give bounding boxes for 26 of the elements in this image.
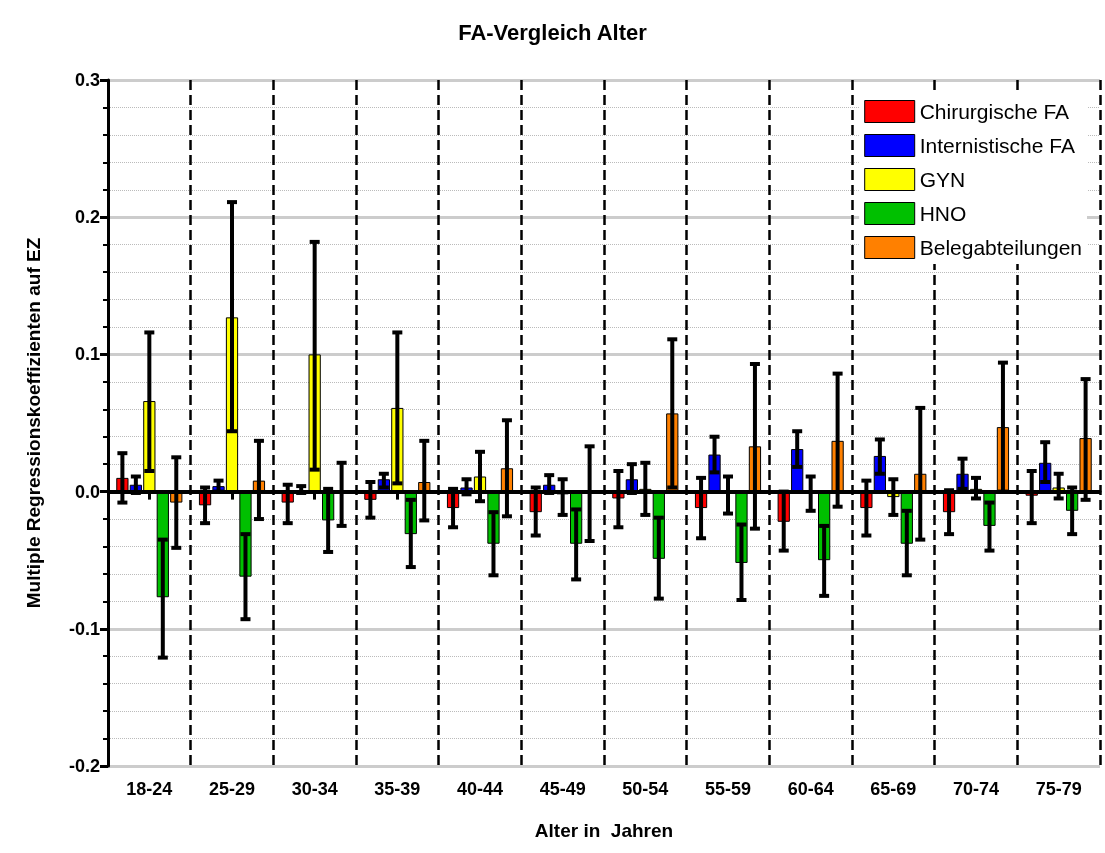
x-tick-label: 40-44 (456, 779, 504, 799)
x-tick-label: 75-79 (1035, 779, 1082, 799)
y-tick-label: -0.1 (68, 618, 100, 639)
x-tick-label: 55-59 (704, 779, 752, 799)
x-tick-label: 65-69 (870, 779, 917, 799)
legend-label: HNO (919, 202, 967, 225)
legend-label: Belegabteilungen (919, 236, 1082, 259)
legend-label: GYN (919, 168, 966, 191)
x-tick-label: 50-54 (622, 779, 669, 799)
y-tick-label: 0.0 (74, 481, 100, 502)
y-tick-label: 0.1 (74, 344, 100, 365)
y-tick-label: 0.3 (74, 70, 100, 90)
legend-label: Chirurgische FA (919, 100, 1070, 123)
legend-label: Internistische FA (919, 134, 1075, 157)
x-tick-label: 70-74 (952, 779, 1000, 799)
y-tick-label: 0.2 (74, 207, 100, 228)
chart-title: FA-Vergleich Alter (458, 19, 648, 45)
y-axis-title: Multiple Regressionskoeffizienten auf EZ (23, 237, 44, 609)
x-tick-label: 35-39 (374, 779, 421, 799)
x-tick-label: 45-49 (539, 779, 586, 799)
y-tick-label: -0.2 (68, 756, 100, 776)
x-tick-label: 30-34 (291, 779, 338, 799)
x-tick-label: 60-64 (787, 779, 834, 799)
x-axis-title: Alter in Jahren (534, 820, 674, 841)
x-tick-label: 25-29 (208, 779, 256, 799)
x-tick-label: 18-24 (126, 779, 173, 799)
